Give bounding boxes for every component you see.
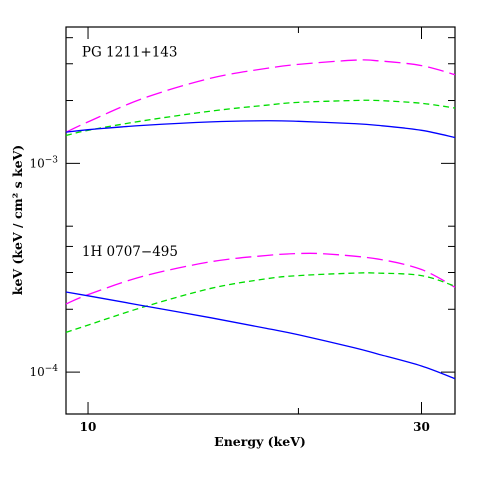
x-axis-label: Energy (keV) [214,434,306,449]
y-tick-label: 10−3 [29,155,58,170]
series-group [65,59,456,380]
labels-group: Energy (keV) keV (keV / cm² s keV) 10 30 1… [10,45,430,449]
annotation-label: 1H 0707−495 [82,244,178,260]
y-axis-label: keV (keV / cm² s keV) [10,145,25,295]
series-line-5 [65,291,456,380]
series-line-1 [65,99,456,137]
x-tick-label: 30 [413,420,430,434]
series-line-3 [65,252,456,305]
series-line-4 [65,272,456,333]
y-tick-label: 10−4 [29,364,58,379]
series-line-2 [65,120,456,139]
annotation-label: PG 1211+143 [82,45,178,61]
axis-ticks [66,27,455,414]
x-tick-label: 10 [80,420,97,434]
series-line-0 [65,59,456,133]
plot-frame [65,26,456,415]
